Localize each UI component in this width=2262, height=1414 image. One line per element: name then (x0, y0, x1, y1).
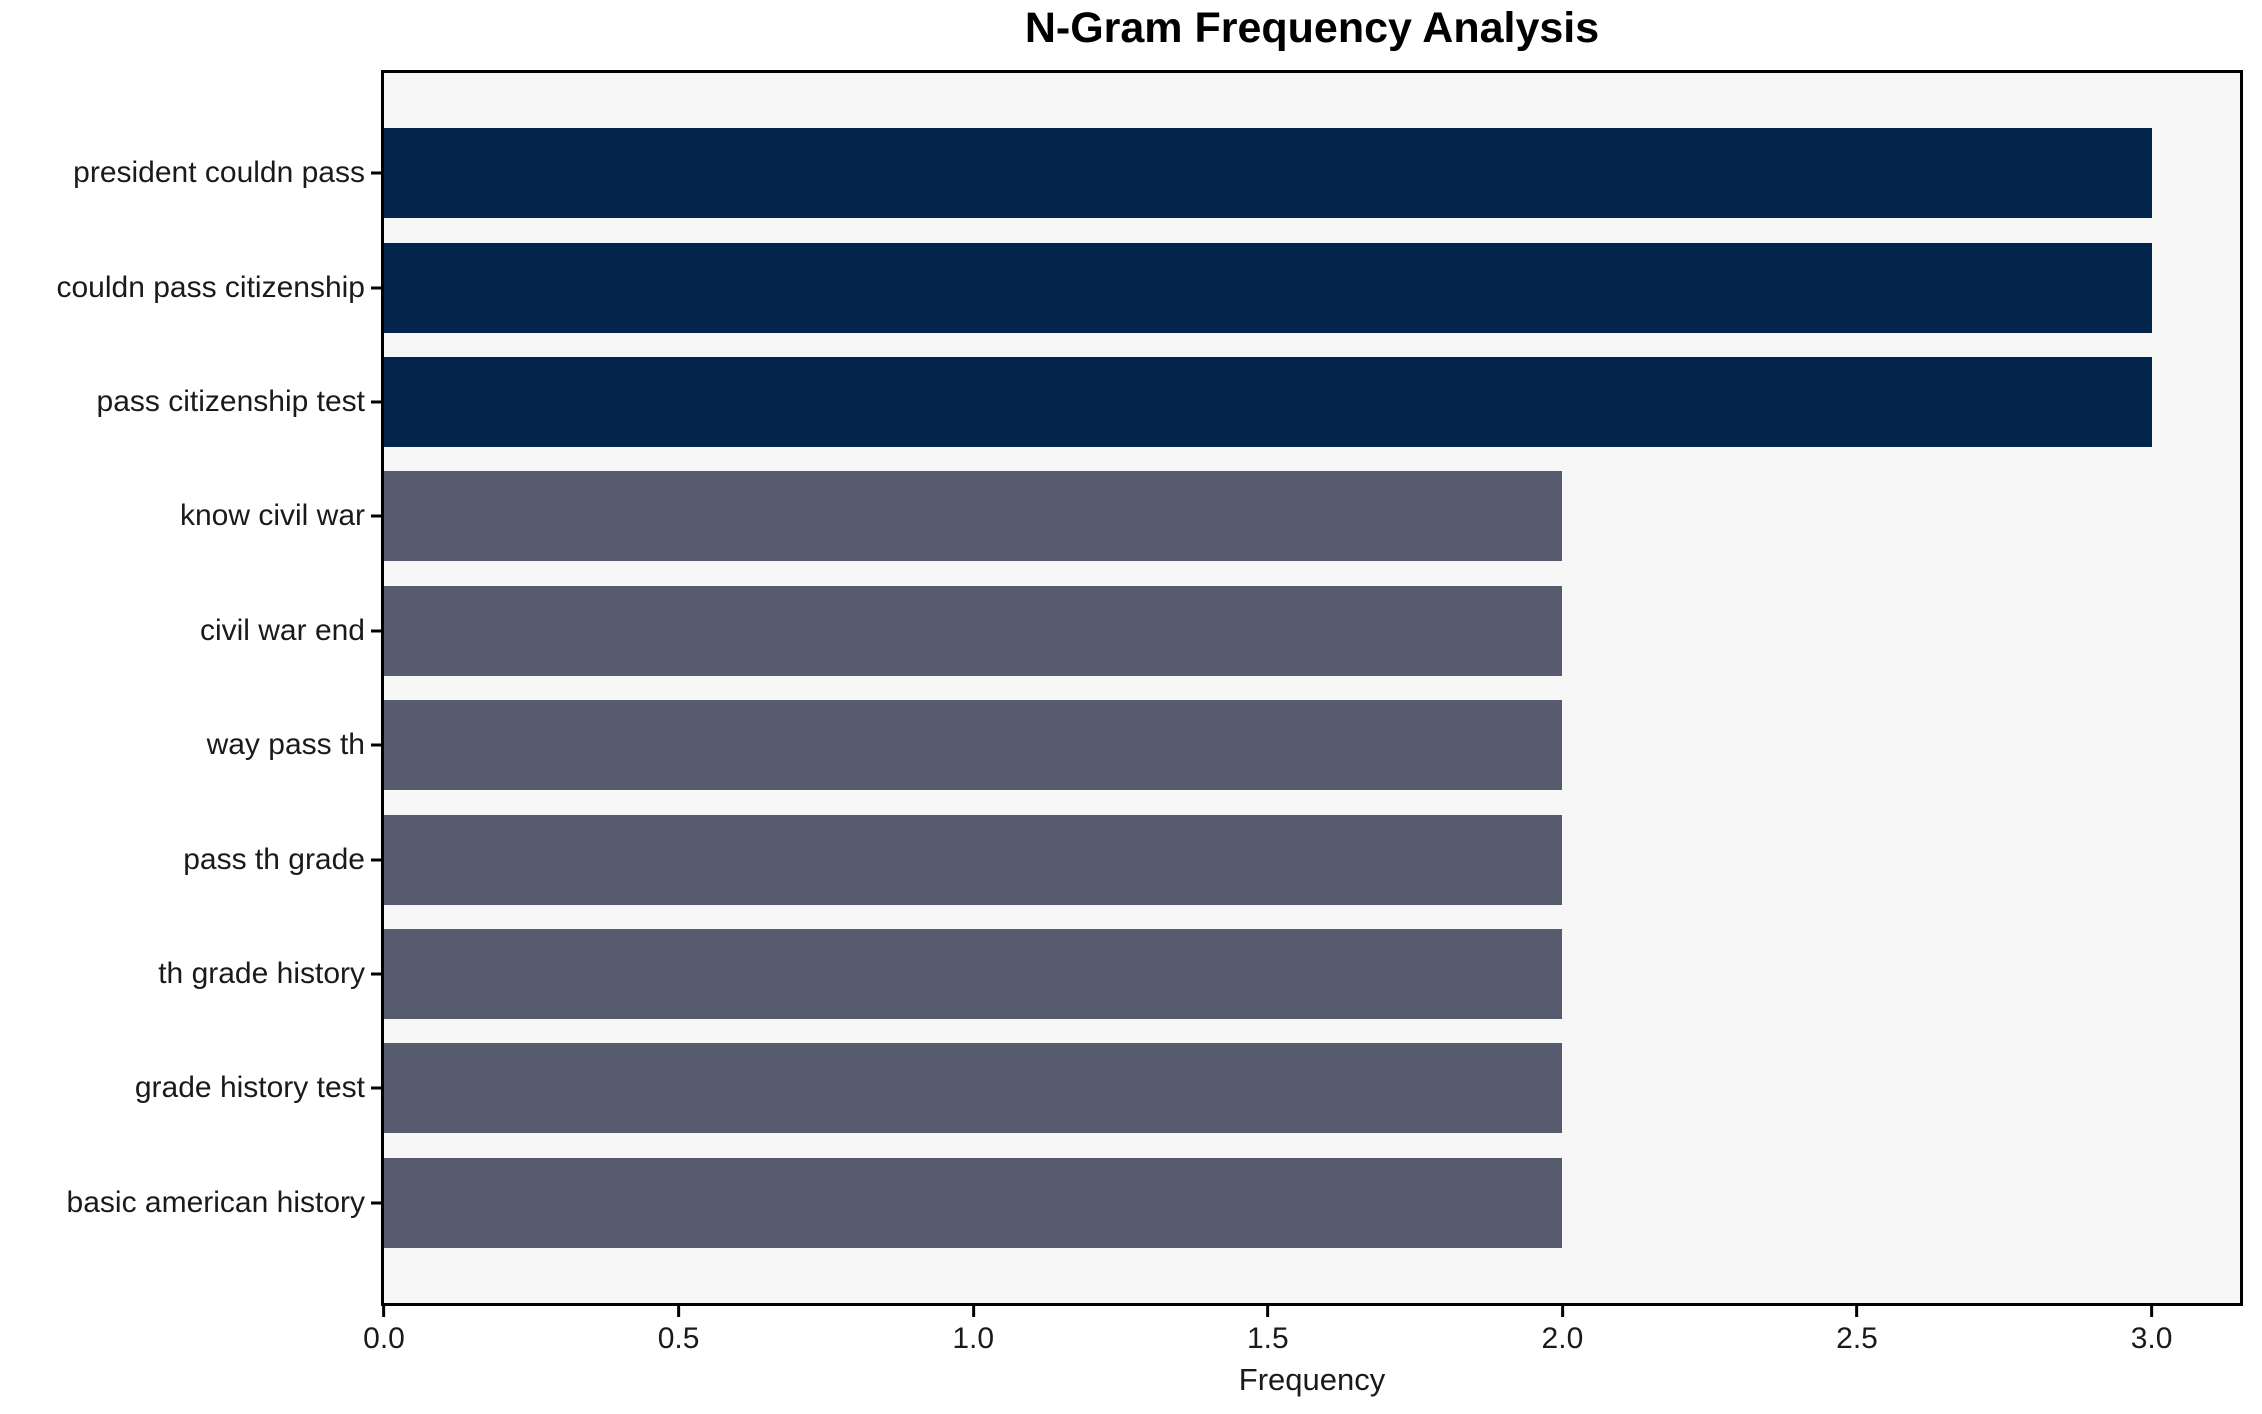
bar-row: pass th grade (183, 802, 2240, 916)
x-tick: 1.5 (1247, 1306, 1289, 1356)
y-axis-label: th grade history (158, 957, 365, 991)
y-axis-label: civil war end (199, 613, 365, 647)
y-tick-mark (371, 286, 381, 290)
x-tick: 1.0 (952, 1306, 994, 1356)
y-tick-mark (371, 972, 381, 976)
bars-container: president couldn pass couldn pass citizen… (56, 73, 2240, 1303)
y-tick-mark (371, 1201, 381, 1205)
x-axis-label: Frequency (1238, 1362, 1386, 1397)
x-tick-label: 2.5 (1836, 1322, 1878, 1355)
bar-row: couldn pass citizenship (56, 230, 2240, 344)
y-tick-mark (371, 514, 381, 518)
x-tick-label: 0.5 (657, 1322, 700, 1355)
x-tick: 2.5 (1836, 1306, 1878, 1356)
x-tick: 0.0 (363, 1306, 405, 1356)
bar-row: pass citizenship test (97, 345, 2240, 459)
y-tick-mark (371, 1086, 381, 1090)
y-tick-mark (371, 171, 381, 175)
frequency-bar (384, 929, 1563, 1020)
frequency-bar (384, 471, 1563, 562)
y-axis-label: president couldn pass (73, 156, 365, 190)
y-axis-label: couldn pass citizenship (56, 270, 365, 304)
x-tick-mark (677, 1306, 681, 1317)
x-tick-label: 1.0 (952, 1322, 995, 1355)
x-tick-label: 0.0 (363, 1322, 405, 1355)
frequency-bar (384, 585, 1563, 676)
y-axis-label: basic american history (66, 1185, 365, 1219)
x-tick-mark (1266, 1306, 1270, 1317)
x-axis: 0.0 0.5 1.0 1.5 2.0 2.5 3.0 (363, 1306, 2240, 1376)
bar-row: basic american history (67, 1146, 2240, 1260)
frequency-bar (384, 242, 2152, 333)
x-tick-mark (1855, 1306, 1859, 1317)
x-tick-label: 1.5 (1246, 1322, 1289, 1355)
frequency-bar (384, 1043, 1563, 1134)
bar-row: president couldn pass (73, 116, 2240, 230)
y-tick-mark (371, 743, 381, 747)
bar-row: grade history test (135, 1031, 2240, 1145)
y-tick-mark (371, 400, 381, 404)
bar-row: th grade history (158, 917, 2240, 1031)
frequency-bar (384, 814, 1563, 905)
x-tick-label: 2.0 (1541, 1322, 1584, 1355)
y-axis-label: grade history test (134, 1071, 365, 1105)
frequency-bar (384, 700, 1563, 791)
bar-row: civil war end (200, 574, 2240, 688)
plot-area: president couldn pass couldn pass citizen… (56, 70, 2243, 1306)
y-axis-label: pass th grade (183, 842, 365, 876)
y-tick-mark (371, 629, 381, 633)
x-tick-label: 3.0 (2130, 1322, 2173, 1355)
x-tick: 0.5 (657, 1306, 700, 1356)
bar-row: know civil war (180, 459, 2240, 573)
frequency-bar (384, 1157, 1563, 1248)
y-tick-mark (371, 858, 381, 862)
x-tick: 3.0 (2130, 1306, 2173, 1356)
x-tick-mark (2150, 1306, 2154, 1317)
chart-title: N-Gram Frequency Analysis (1024, 4, 1600, 52)
y-axis-label: pass citizenship test (96, 385, 365, 419)
x-tick-mark (971, 1306, 975, 1317)
x-tick-mark (382, 1306, 386, 1317)
y-axis-label: know civil war (179, 499, 365, 533)
x-tick-mark (1560, 1306, 1564, 1317)
y-axis-label: way pass th (206, 728, 365, 762)
frequency-bar (384, 357, 2152, 448)
frequency-bar (384, 128, 2152, 219)
x-tick: 2.0 (1541, 1306, 1584, 1356)
bar-row: way pass th (207, 688, 2240, 802)
